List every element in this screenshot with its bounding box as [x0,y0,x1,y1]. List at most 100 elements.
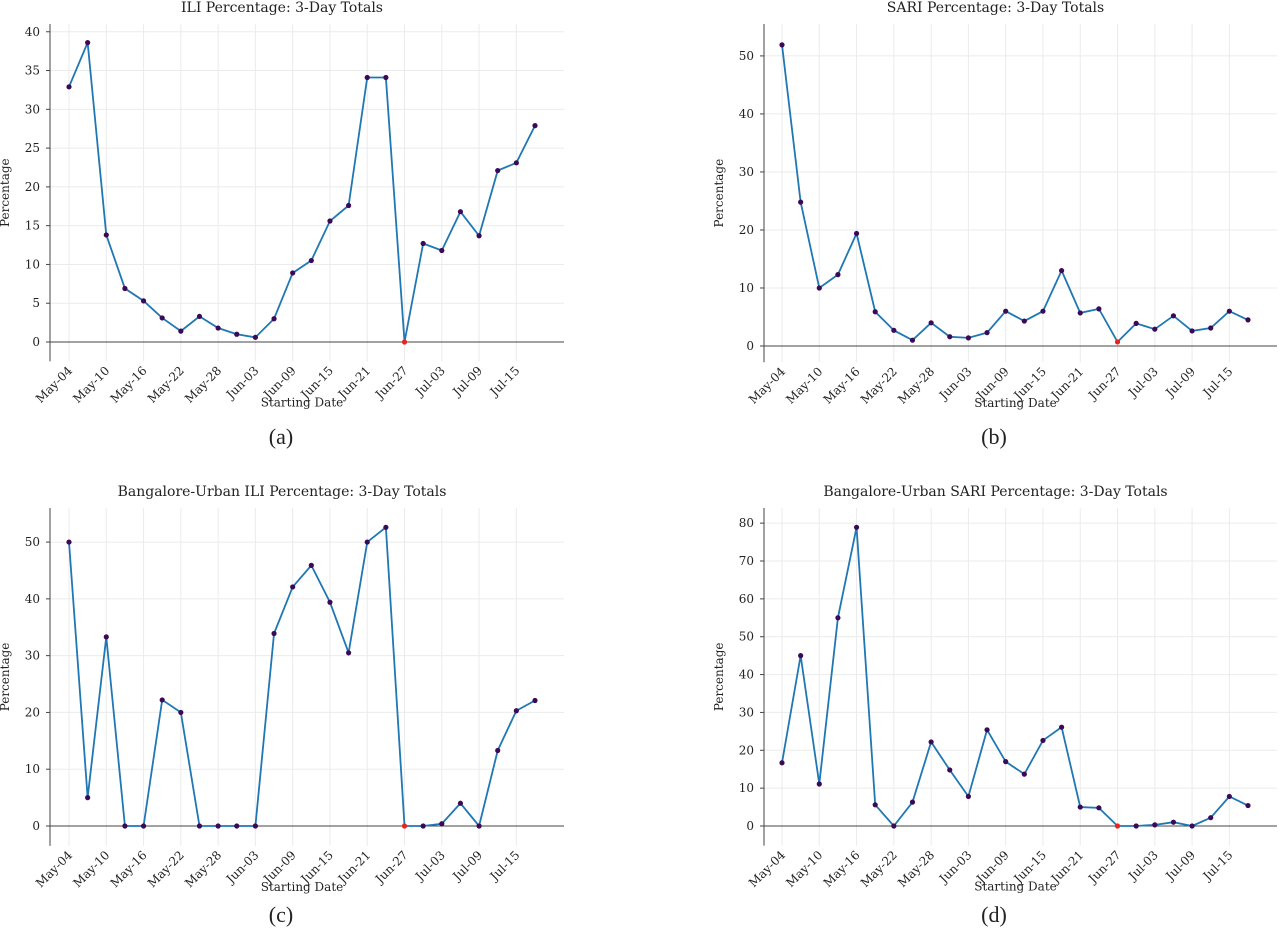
data-point [1226,308,1232,314]
data-point [816,781,822,787]
data-point [1003,759,1009,765]
x-tick-label: May-16 [821,364,863,406]
data-point [1040,737,1046,744]
data-point [252,334,258,340]
chart-panel-1: 0 5 10 15 20 25 30 35 40 May-04May-10May-16May-22… [0,0,564,409]
x-tick-label: May-04 [746,364,788,406]
data-point [420,823,426,829]
y-tick-label: 60 [739,592,754,606]
y-axis-label: Percentage [0,158,12,227]
x-tick-label: Jul-03 [411,364,448,401]
chart-title: ILI Percentage: 3-Day Totals [181,0,383,16]
chart-panel-4: 01020304050607080May-04May-10May-16May-2… [712,484,1277,894]
data-point [215,823,221,829]
panel-caption: (d) [981,902,1007,927]
data-point [947,767,953,773]
data-point [66,84,72,90]
x-tick-label: May-22 [858,364,900,406]
chart-title: SARI Percentage: 3-Day Totals [887,0,1104,16]
data-point [532,123,538,129]
y-tick-label: 35 [25,64,40,78]
y-tick-label: 0 [746,339,754,353]
data-point [798,653,804,659]
x-tick-label: Jul-09 [1162,364,1199,401]
x-tick-label: May-28 [182,848,224,890]
data-point [476,823,482,829]
data-point [1245,317,1251,323]
data-point [85,40,91,46]
highlight-point [401,823,408,829]
x-tick-label: Jul-03 [1124,848,1161,885]
data-point [1245,802,1251,809]
series-line [68,525,536,828]
data-point [439,821,445,827]
data-point [196,823,203,829]
x-tick-label: May-10 [70,848,112,890]
data-point [928,320,934,326]
y-tick-label: 0 [32,335,40,349]
data-point [965,335,972,341]
data-point [1059,724,1065,730]
chart-title: Bangalore-Urban ILI Percentage: 3-Day To… [118,484,447,500]
x-tick-label: Jun-27 [1084,848,1123,887]
series-line [781,527,1249,828]
y-axis-label: Percentage [712,159,726,228]
data-point [835,615,841,621]
data-point [779,42,785,48]
y-tick-label: 30 [25,102,40,116]
y-tick-label: 20 [739,743,754,757]
panel-caption: (a) [268,424,294,449]
data-point [178,328,184,334]
panel-caption: (b) [981,424,1007,449]
data-point [122,823,128,829]
data-point [909,337,916,343]
x-tick-label: May-16 [108,848,150,890]
x-tick-label: May-28 [895,364,937,406]
data-point [1096,805,1102,811]
x-tick-label: Jun-03 [935,364,974,403]
data-point [85,795,91,801]
y-tick-label: 50 [739,49,754,63]
y-axis-label: Percentage [0,643,12,712]
data-point [909,799,916,805]
data-point [178,709,184,716]
data-point [513,708,519,714]
y-tick-label: 80 [739,516,754,530]
x-tick-label: Jun-27 [1084,364,1123,403]
data-point [308,562,314,568]
data-point [1152,326,1158,332]
data-point [290,270,296,276]
data-point [984,330,990,336]
x-axis-label: Starting Date [261,395,344,409]
data-point [1189,328,1195,334]
data-point [853,524,860,530]
y-tick-label: 20 [25,180,40,194]
data-point [271,316,277,322]
highlight-point [401,339,408,345]
series-line [68,42,536,343]
highlight-point [1114,823,1121,829]
panel-caption: (c) [268,902,294,927]
data-point [872,802,878,808]
y-tick-label: 0 [32,819,40,833]
data-point [1040,308,1046,314]
y-tick-label: 10 [739,281,754,295]
data-point [383,74,389,81]
y-tick-label: 30 [739,165,754,179]
data-point [495,747,501,754]
series-line [781,44,1249,344]
x-tick-label: May-28 [182,364,224,406]
data-point [364,74,370,81]
data-point [1003,308,1009,314]
data-point [798,199,804,205]
y-tick-label: 20 [739,223,754,237]
data-point [891,823,897,829]
data-point [290,584,296,590]
data-point [327,599,333,605]
x-tick-label: May-04 [746,848,788,890]
data-point [1096,306,1102,312]
x-tick-label: May-16 [821,848,863,890]
y-tick-label: 30 [25,649,40,663]
data-point [103,232,109,238]
